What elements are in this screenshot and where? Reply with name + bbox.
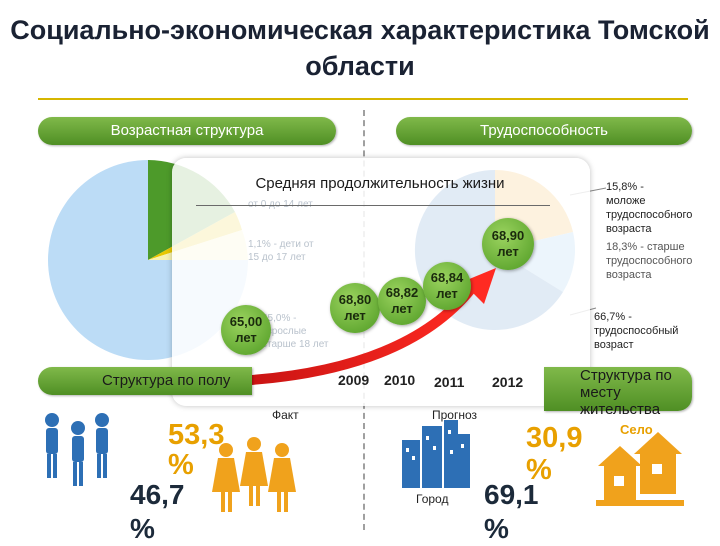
- women-figures-icon: [212, 437, 296, 512]
- page-title: Социально-экономическая характеристика Т…: [10, 15, 710, 81]
- city-buildings-icon: [402, 420, 470, 488]
- year-2011: 2011: [434, 374, 465, 390]
- men-percent: 46,7 %: [130, 479, 185, 544]
- value-bubble-2012: 68,90 лет: [482, 218, 534, 270]
- city-label: Город: [416, 492, 449, 506]
- value-bubble-2005: 65,00 лет: [221, 305, 271, 355]
- fact-label: Факт: [272, 408, 299, 422]
- village-houses-icon: [596, 432, 684, 506]
- gender-structure-header: Структура по полу: [38, 367, 252, 395]
- age-structure-header: Возрастная структура: [38, 117, 336, 145]
- city-percent: 69,1 %: [484, 479, 539, 544]
- residence-structure-header: Структура по месту жительства: [544, 367, 692, 418]
- men-figures-icon: [45, 413, 109, 486]
- value-bubble-2011: 68,84 лет: [423, 262, 471, 310]
- women-percent: 53,3 %: [168, 419, 225, 481]
- work-label-old: 18,3% - старше трудоспособного возраста: [606, 241, 693, 281]
- title-underline: [38, 98, 688, 100]
- value-bubble-2010: 68,82 лет: [378, 277, 426, 325]
- year-2009: 2009: [338, 372, 370, 388]
- popup-title: Средняя продолжительность жизни: [255, 175, 505, 192]
- value-bubble-2009: 68,80 лет: [330, 283, 380, 333]
- age-label-teens: 1,1% - дети от 15 до 17 лет: [248, 239, 314, 263]
- life-expectancy-popup: [172, 158, 590, 406]
- working-ability-header: Трудоспособность: [396, 117, 692, 145]
- work-label-young: 15,8% - моложе трудоспособного возраста: [606, 181, 693, 235]
- age-label-children: от 0 до 14 лет: [248, 198, 318, 211]
- trend-arrow: [205, 268, 496, 387]
- work-label-working: 66,7% - трудоспособный возраст: [594, 311, 679, 351]
- village-percent: 30,9 %: [526, 422, 583, 486]
- village-label: Село: [620, 422, 653, 437]
- forecast-label: Прогноз: [432, 408, 478, 422]
- age-label-adults: 65,0% - взрослые старше 18 лет: [262, 313, 329, 350]
- year-2010: 2010: [384, 372, 416, 388]
- popup-title-line: [196, 205, 550, 206]
- year-2012: 2012: [492, 374, 524, 390]
